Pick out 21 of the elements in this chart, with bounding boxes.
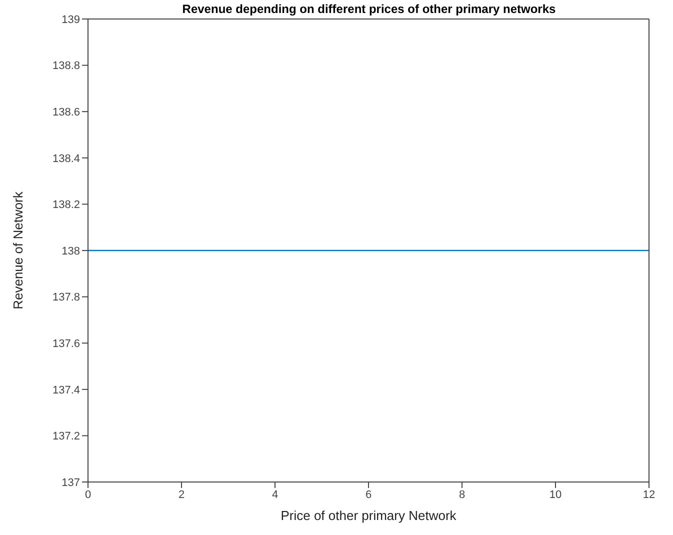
x-tick-label: 4 xyxy=(272,488,278,501)
y-tick-label: 137.2 xyxy=(52,430,80,443)
y-tick-label: 138 xyxy=(62,245,80,258)
y-tick-label: 137.4 xyxy=(52,384,80,396)
y-tick-label: 137.8 xyxy=(52,292,80,304)
x-tick-label: 10 xyxy=(549,488,562,501)
y-tick-label: 137.6 xyxy=(52,338,80,350)
x-tick-label: 12 xyxy=(642,488,656,501)
y-tick-label: 138.2 xyxy=(52,199,80,212)
y-tick-label: 138.4 xyxy=(52,152,80,165)
y-axis-title: Revenue of Network xyxy=(10,191,26,310)
y-tick-label: 137 xyxy=(62,476,80,489)
chart-title: Revenue depending on different prices of other primary networks xyxy=(181,2,557,16)
y-tick-label: 138.8 xyxy=(52,60,80,72)
x-tick-label: 8 xyxy=(458,488,466,501)
x-axis-title: Price of other primary Network xyxy=(280,508,457,523)
y-tick-label: 139 xyxy=(62,14,80,26)
y-tick-label: 138.6 xyxy=(52,106,80,119)
x-tick-label: 2 xyxy=(178,488,185,501)
x-tick-label: 6 xyxy=(365,488,372,501)
x-tick-label: 0 xyxy=(84,488,92,501)
